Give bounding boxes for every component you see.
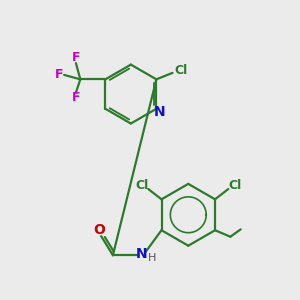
Text: N: N	[136, 248, 148, 261]
Text: Cl: Cl	[174, 64, 188, 77]
Text: Cl: Cl	[135, 179, 148, 192]
Text: H: H	[148, 253, 156, 263]
Text: O: O	[94, 223, 106, 237]
Text: F: F	[72, 92, 80, 104]
Text: F: F	[55, 68, 63, 81]
Text: N: N	[154, 105, 166, 119]
Text: Cl: Cl	[228, 179, 242, 192]
Text: F: F	[72, 51, 80, 64]
